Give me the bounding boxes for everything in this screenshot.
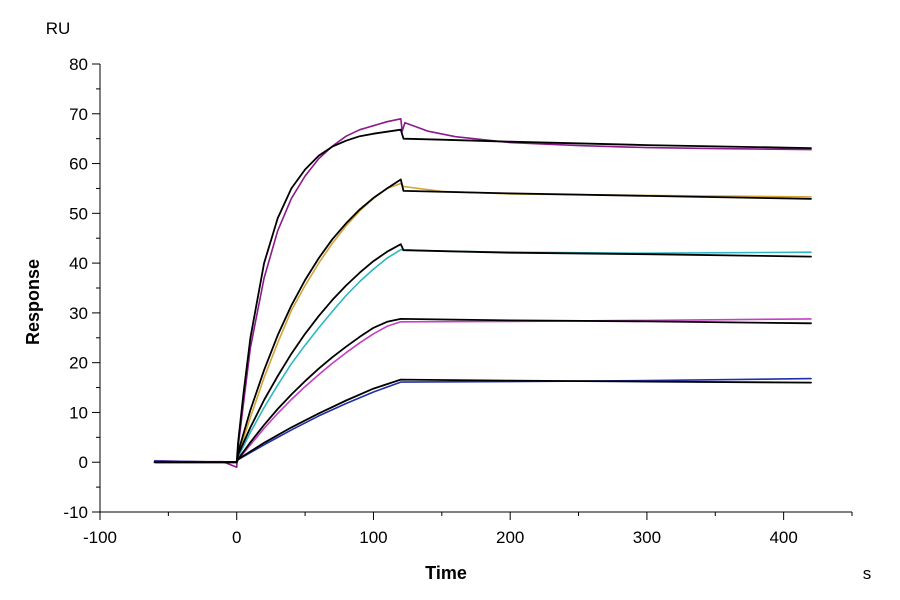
x-tick-label: -100 xyxy=(83,528,117,547)
y-tick-label: 80 xyxy=(69,55,88,74)
x-axis-title: Time xyxy=(425,563,467,583)
y-tick-label: 60 xyxy=(69,155,88,174)
series-line-7 xyxy=(153,318,812,463)
y-tick-label: 30 xyxy=(69,304,88,323)
y-unit-label: RU xyxy=(46,19,71,38)
series-lines xyxy=(153,118,812,468)
y-tick-label: 10 xyxy=(69,403,88,422)
y-tick-label: -10 xyxy=(63,503,88,522)
series-line-3 xyxy=(153,182,812,463)
x-tick-label: 200 xyxy=(496,528,524,547)
series-line-4 xyxy=(153,178,812,464)
series-line-10 xyxy=(153,378,812,464)
series-line-8 xyxy=(153,318,812,464)
y-tick-label: 50 xyxy=(69,204,88,223)
y-axis-title: Response xyxy=(23,259,43,345)
series-line-1 xyxy=(153,118,812,468)
x-unit-label: s xyxy=(863,564,872,583)
series-line-5 xyxy=(153,248,812,463)
x-tick-label: 100 xyxy=(359,528,387,547)
y-tick-label: 70 xyxy=(69,105,88,124)
x-tick-label: 300 xyxy=(633,528,661,547)
series-line-6 xyxy=(153,243,812,464)
y-tick-label: 0 xyxy=(79,453,88,472)
y-tick-label: 20 xyxy=(69,354,88,373)
y-tick-label: 40 xyxy=(69,254,88,273)
x-tick-label: 0 xyxy=(232,528,241,547)
axis-labels: RU s Time Response xyxy=(23,19,871,583)
x-tick-label: 400 xyxy=(769,528,797,547)
series-line-2 xyxy=(153,128,812,464)
